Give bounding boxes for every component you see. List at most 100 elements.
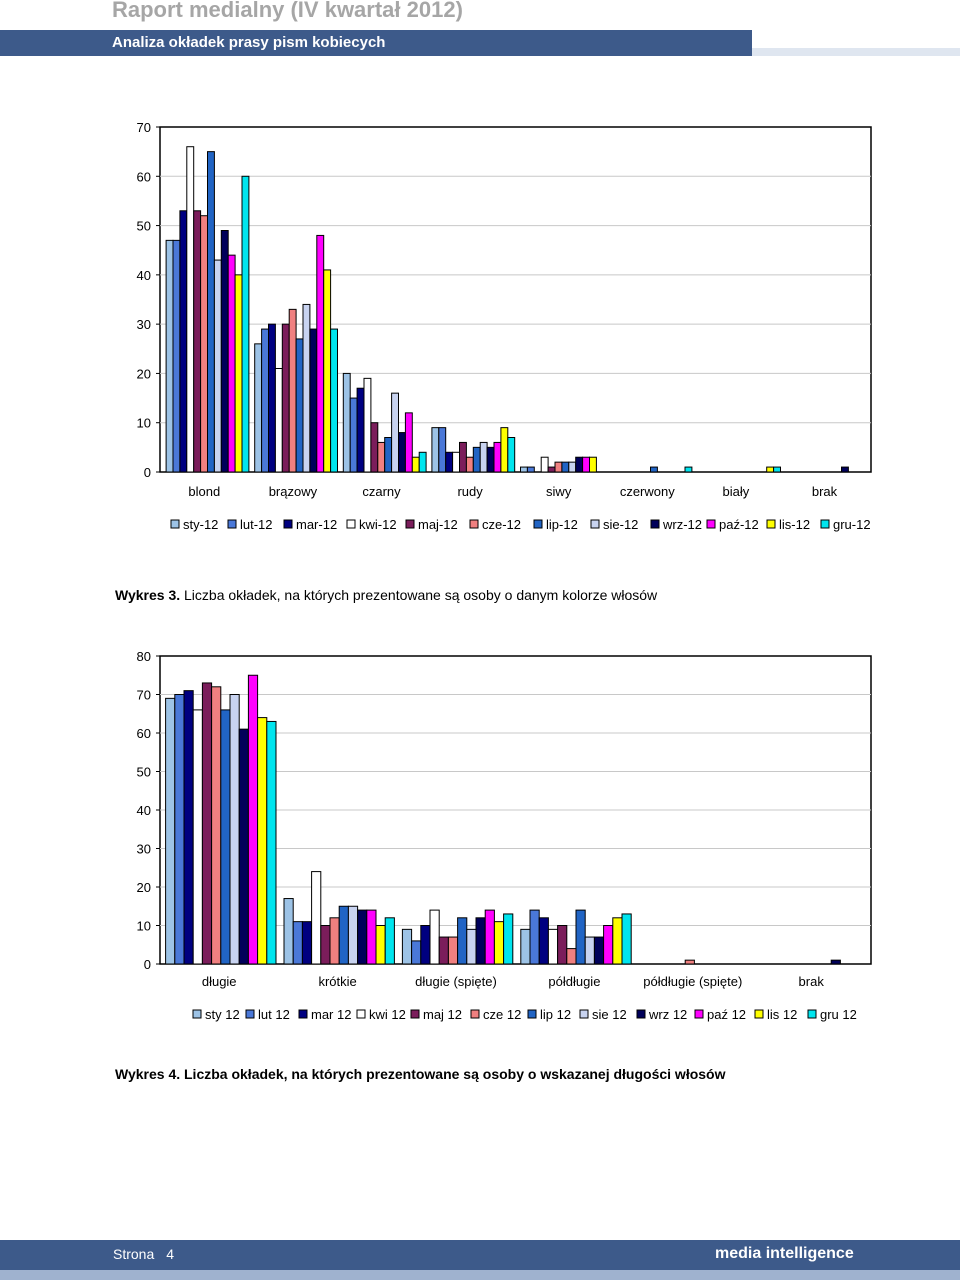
bar-mar-12 — [179, 210, 188, 473]
bar-gru-12 — [684, 466, 693, 473]
bar-wrz-12 — [593, 936, 605, 965]
bar-mar-12 — [538, 917, 549, 965]
bar-sie-12 — [213, 259, 222, 473]
legend-swatch — [170, 519, 180, 529]
legend-swatch — [766, 519, 776, 529]
legend-swatch — [807, 1009, 817, 1019]
legend-swatch — [754, 1009, 764, 1019]
bar-gru-12 — [241, 175, 250, 473]
y-tick-label: 10 — [137, 919, 151, 934]
bar-sty-12 — [401, 928, 413, 965]
bar-sty-12 — [342, 372, 351, 473]
bar-lip-12 — [295, 338, 304, 473]
bar-cze-12 — [211, 686, 222, 965]
y-tick-label: 20 — [137, 366, 151, 381]
bar-cze-12 — [566, 948, 577, 965]
bar-cze-12 — [200, 215, 209, 473]
y-tick-label: 60 — [137, 169, 151, 184]
legend-label: gru 12 — [820, 1007, 857, 1022]
legend-swatch — [346, 519, 356, 529]
bar-wrz-12 — [830, 959, 841, 965]
bar-lip-12 — [561, 461, 570, 473]
bar-paź-12 — [484, 909, 495, 965]
bar-wrz-12 — [398, 432, 406, 473]
bar-cze-12 — [377, 441, 386, 473]
legend-swatch — [356, 1009, 366, 1019]
bar-sie-12 — [347, 905, 359, 965]
bar-lut-12 — [526, 466, 535, 473]
bar-sie-12 — [568, 461, 577, 473]
legend-label: sie 12 — [592, 1007, 627, 1022]
legend-swatch — [298, 1009, 308, 1019]
bar-lip-12 — [650, 466, 658, 473]
header-bar — [0, 30, 752, 56]
bar-paź-12 — [582, 456, 590, 473]
bar-lis-12 — [766, 466, 775, 473]
bar-mar-12 — [301, 921, 313, 965]
y-tick-label: 50 — [137, 219, 151, 234]
x-category-label: biały — [723, 484, 750, 499]
legend-swatch — [579, 1009, 589, 1019]
bar-sty-12 — [520, 928, 531, 965]
page-label: Strona — [113, 1246, 155, 1262]
x-category-label: brak — [812, 484, 838, 499]
legend-label: maj-12 — [418, 517, 458, 532]
footer-brand: media intelligence — [715, 1245, 854, 1262]
x-category-label: brązowy — [269, 484, 318, 499]
bar-kwi-12 — [540, 456, 549, 473]
bar-cze-12 — [554, 461, 563, 473]
bar-maj-12 — [370, 422, 379, 473]
x-category-label: rudy — [457, 484, 483, 499]
bar-sie-12 — [479, 441, 488, 473]
bar-cze-12 — [465, 456, 474, 473]
bar-gru-12 — [507, 437, 516, 473]
bar-lut-12 — [172, 239, 181, 473]
bar-gru-12 — [330, 328, 339, 473]
legend-label: gru-12 — [833, 517, 871, 532]
legend-label: wrz 12 — [648, 1007, 687, 1022]
x-category-label: półdługie — [548, 974, 600, 989]
bar-sie-12 — [584, 936, 595, 965]
bar-kwi-12 — [547, 928, 559, 965]
bar-lut-12 — [261, 328, 270, 473]
header-title: Raport medialny (IV kwartał 2012) — [112, 0, 463, 22]
bar-gru-12 — [418, 451, 427, 473]
bar-kwi-12 — [363, 377, 372, 473]
bar-paź-12 — [316, 234, 325, 473]
bar-paź-12 — [247, 674, 259, 965]
legend-label: lis-12 — [779, 517, 810, 532]
bar-lut-12 — [292, 921, 303, 965]
legend-swatch — [694, 1009, 704, 1019]
bar-wrz-12 — [841, 466, 849, 473]
bar-gru-12 — [773, 466, 781, 473]
bar-cze-12 — [288, 308, 297, 473]
bar-maj-12 — [459, 441, 467, 473]
bar-maj-12 — [557, 925, 568, 965]
bar-sty-12 — [431, 427, 440, 473]
hair-color-chart: 0 10 20 30 40 50 60 70 blond brązowy czarny rudy siw… — [137, 120, 872, 532]
legend-swatch — [636, 1009, 646, 1019]
legend-label: lut-12 — [240, 517, 273, 532]
bar-sie-12 — [229, 694, 240, 965]
legend-swatch — [283, 519, 293, 529]
legend-label: sty-12 — [183, 517, 218, 532]
bar-lip-12 — [575, 909, 586, 965]
bar-sie-12 — [466, 928, 477, 965]
x-category-label: czerwony — [620, 484, 675, 499]
y-tick-label: 30 — [137, 317, 151, 332]
bar-maj-12 — [438, 936, 449, 965]
bar-lis-12 — [589, 456, 597, 473]
legend-label: paź 12 — [707, 1007, 746, 1022]
x-category-label: długie — [202, 974, 237, 989]
bar-paź-12 — [493, 441, 502, 473]
bar-gru-12 — [503, 913, 514, 965]
bar-wrz-12 — [357, 909, 368, 965]
legend-swatch — [533, 519, 543, 529]
bar-paź-12 — [366, 909, 377, 965]
bar-lip-12 — [207, 151, 215, 473]
y-tick-label: 50 — [137, 765, 151, 780]
x-category-label: czarny — [362, 484, 401, 499]
legend-label: mar 12 — [311, 1007, 351, 1022]
y-tick-label: 80 — [137, 649, 151, 664]
y-tick-label: 0 — [144, 957, 151, 972]
